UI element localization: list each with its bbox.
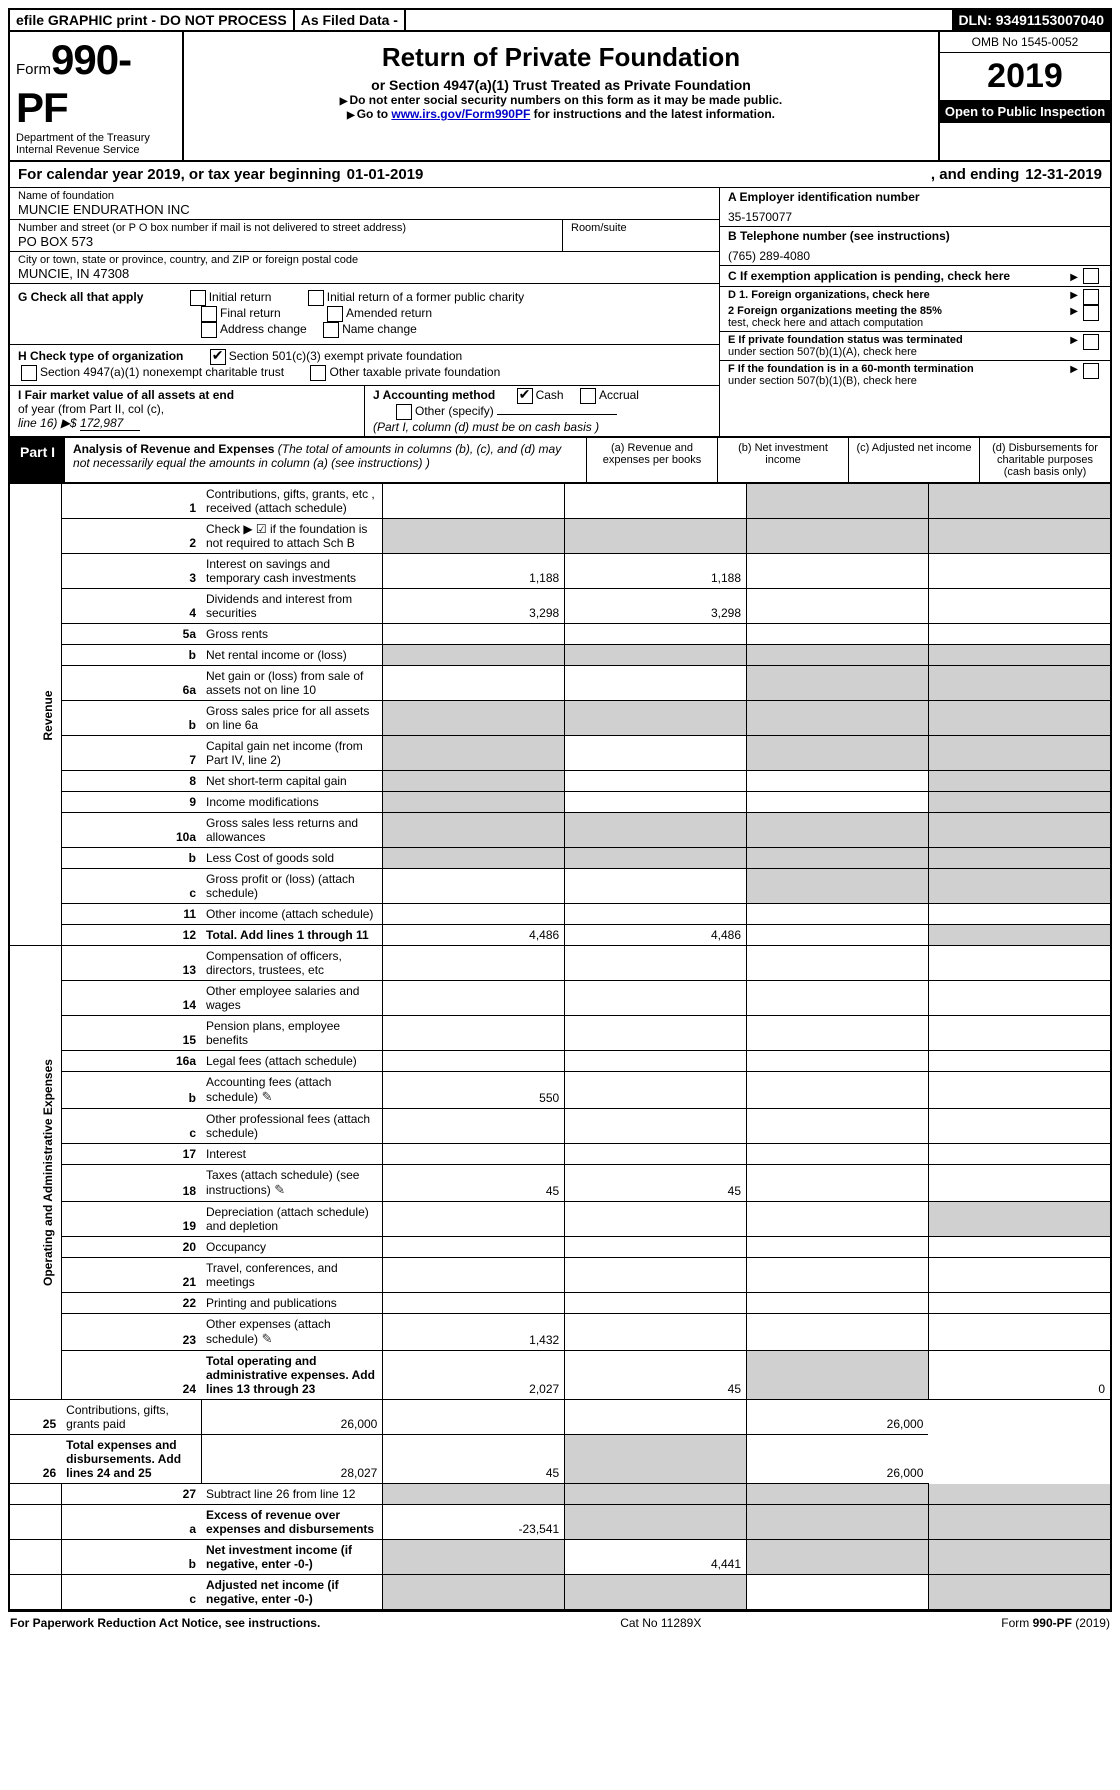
part1-table: Revenue1Contributions, gifts, grants, et…	[8, 484, 1112, 1610]
line-1: Revenue1Contributions, gifts, grants, et…	[9, 484, 1111, 519]
chk-f[interactable]	[1083, 363, 1099, 379]
omb-number: OMB No 1545-0052	[940, 32, 1110, 53]
line-16c: cOther professional fees (attach schedul…	[9, 1109, 1111, 1144]
line-3: 3Interest on savings and temporary cash …	[9, 554, 1111, 589]
line-27b: bNet investment income (if negative, ent…	[9, 1540, 1111, 1575]
line-13: Operating and Administrative Expenses13C…	[9, 946, 1111, 981]
tax-year: 2019	[940, 53, 1110, 100]
line-11: 11Other income (attach schedule)	[9, 904, 1111, 925]
expenses-label: Operating and Administrative Expenses	[9, 946, 61, 1400]
line-14: 14Other employee salaries and wages	[9, 981, 1111, 1016]
chk-other-taxable[interactable]	[310, 365, 326, 381]
form-number: 990-PF	[16, 36, 131, 131]
chk-501c3[interactable]	[210, 349, 226, 365]
line-10c: cGross profit or (loss) (attach schedule…	[9, 869, 1111, 904]
phone: (765) 289-4080	[728, 243, 1102, 263]
chk-final-return[interactable]	[201, 306, 217, 322]
line-26: 26Total expenses and disbursements. Add …	[9, 1435, 1111, 1484]
dept-label: Department of the Treasury	[16, 132, 176, 144]
line-12: 12Total. Add lines 1 through 114,4864,48…	[9, 925, 1111, 946]
col-a: (a) Revenue and expenses per books	[586, 438, 717, 482]
col-d: (d) Disbursements for charitable purpose…	[979, 438, 1110, 482]
page-footer: For Paperwork Reduction Act Notice, see …	[8, 1610, 1112, 1634]
chk-d2[interactable]	[1083, 305, 1099, 321]
chk-exemption-pending[interactable]	[1083, 268, 1099, 284]
line-18: 18Taxes (attach schedule) (see instructi…	[9, 1165, 1111, 1202]
col-b: (b) Net investment income	[717, 438, 848, 482]
line-6b: bGross sales price for all assets on lin…	[9, 701, 1111, 736]
line-9: 9Income modifications	[9, 792, 1111, 813]
line-2: 2Check ▶ ☑ if the foundation is not requ…	[9, 519, 1111, 554]
line-25: 25Contributions, gifts, grants paid26,00…	[9, 1400, 1111, 1435]
line-8: 8Net short-term capital gain	[9, 771, 1111, 792]
chk-e[interactable]	[1083, 334, 1099, 350]
line-7: 7Capital gain net income (from Part IV, …	[9, 736, 1111, 771]
dln: DLN: 93491153007040	[952, 10, 1110, 30]
chk-amended[interactable]	[327, 306, 343, 322]
foundation-name: MUNCIE ENDURATHON INC	[18, 202, 711, 217]
chk-former-charity[interactable]	[308, 290, 324, 306]
attachment-icon[interactable]: ✎	[258, 1089, 273, 1104]
line-27: 27Subtract line 26 from line 12	[9, 1484, 1111, 1505]
attachment-icon[interactable]: ✎	[258, 1331, 273, 1346]
form-subtitle: or Section 4947(a)(1) Trust Treated as P…	[190, 77, 932, 93]
irs-label: Internal Revenue Service	[16, 144, 176, 156]
line-27c: cAdjusted net income (if negative, enter…	[9, 1575, 1111, 1610]
line-16a: 16aLegal fees (attach schedule)	[9, 1051, 1111, 1072]
line-15: 15Pension plans, employee benefits	[9, 1016, 1111, 1051]
form-prefix: Form	[16, 61, 51, 78]
line-22: 22Printing and publications	[9, 1293, 1111, 1314]
fmv-assets: 172,987	[80, 416, 140, 431]
address: PO BOX 573	[18, 234, 554, 249]
line-21: 21Travel, conferences, and meetings	[9, 1258, 1111, 1293]
form-title: Return of Private Foundation	[190, 42, 932, 73]
part1-header: Part I Analysis of Revenue and Expenses …	[8, 438, 1112, 484]
line-10a: 10aGross sales less returns and allowanc…	[9, 813, 1111, 848]
city-state-zip: MUNCIE, IN 47308	[18, 266, 711, 281]
attachment-icon[interactable]: ✎	[271, 1182, 286, 1197]
line-16b: bAccounting fees (attach schedule) ✎550	[9, 1072, 1111, 1109]
asfiled-label: As Filed Data -	[295, 10, 406, 30]
line-5b: bNet rental income or (loss)	[9, 645, 1111, 666]
revenue-label: Revenue	[9, 484, 61, 946]
chk-initial-return[interactable]	[190, 290, 206, 306]
chk-address-change[interactable]	[201, 322, 217, 338]
chk-other-method[interactable]	[396, 404, 412, 420]
col-c: (c) Adjusted net income	[848, 438, 979, 482]
line-19: 19Depreciation (attach schedule) and dep…	[9, 1202, 1111, 1237]
line-4: 4Dividends and interest from securities3…	[9, 589, 1111, 624]
line-6a: 6aNet gain or (loss) from sale of assets…	[9, 666, 1111, 701]
calendar-year-row: For calendar year 2019, or tax year begi…	[8, 162, 1112, 188]
chk-d1[interactable]	[1083, 289, 1099, 305]
line-10b: bLess Cost of goods sold	[9, 848, 1111, 869]
chk-accrual[interactable]	[580, 388, 596, 404]
top-bar: efile GRAPHIC print - DO NOT PROCESS As …	[8, 8, 1112, 32]
line-27a: aExcess of revenue over expenses and dis…	[9, 1505, 1111, 1540]
chk-name-change[interactable]	[323, 322, 339, 338]
form-header: Form990-PF Department of the Treasury In…	[8, 32, 1112, 162]
ein: 35-1570077	[728, 204, 1102, 224]
line-20: 20Occupancy	[9, 1237, 1111, 1258]
line-24: 24Total operating and administrative exp…	[9, 1351, 1111, 1400]
chk-cash[interactable]	[517, 388, 533, 404]
line-5a: 5aGross rents	[9, 624, 1111, 645]
chk-4947a1[interactable]	[21, 365, 37, 381]
line-17: 17Interest	[9, 1144, 1111, 1165]
irs-link[interactable]: www.irs.gov/Form990PF	[391, 107, 530, 121]
note-ssn: Do not enter social security numbers on …	[190, 93, 932, 107]
efile-label: efile GRAPHIC print - DO NOT PROCESS	[10, 10, 295, 30]
identification-block: Name of foundation MUNCIE ENDURATHON INC…	[8, 188, 1112, 438]
open-inspection: Open to Public Inspection	[940, 100, 1110, 123]
line-23: 23Other expenses (attach schedule) ✎1,43…	[9, 1314, 1111, 1351]
